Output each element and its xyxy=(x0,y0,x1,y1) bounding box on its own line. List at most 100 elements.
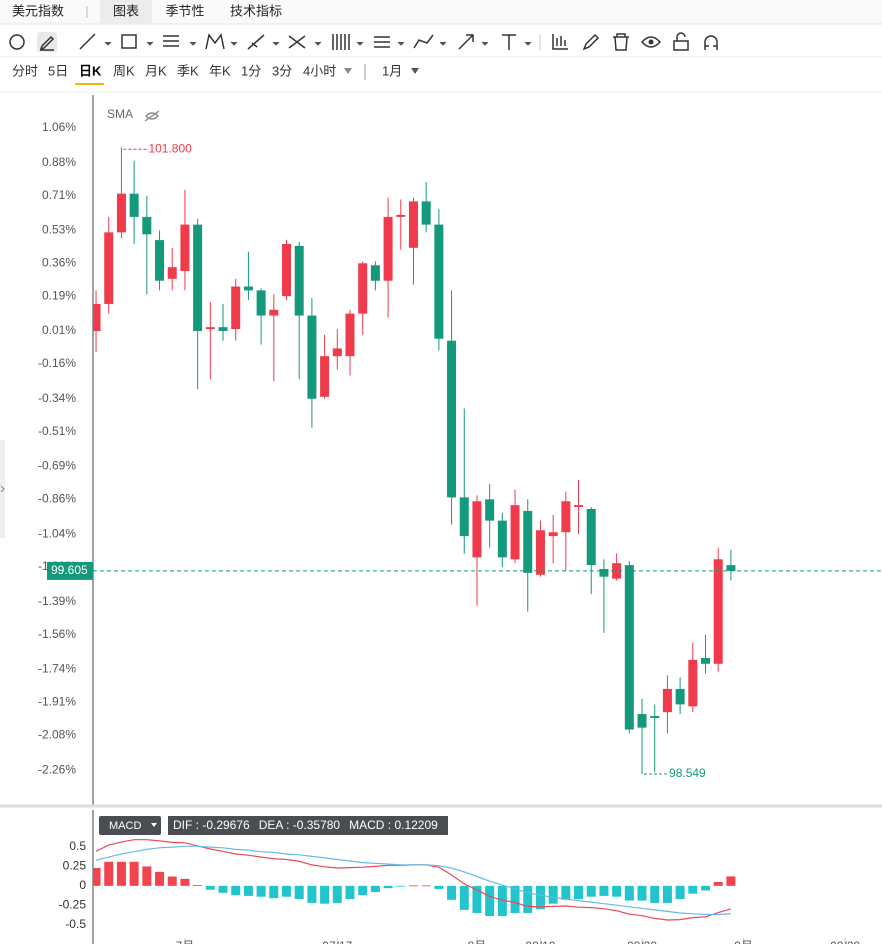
macd-bar xyxy=(688,885,698,894)
tool-icon[interactable] xyxy=(247,34,265,50)
period[interactable]: 3分 xyxy=(272,63,292,78)
candle-body xyxy=(675,688,685,705)
tool-icon[interactable] xyxy=(582,33,600,51)
x-tick-label: 8月 xyxy=(468,939,487,944)
candle-body xyxy=(193,224,203,332)
candle-body xyxy=(485,499,495,521)
period[interactable]: 月K xyxy=(145,63,167,78)
y-tick-label: 0.53% xyxy=(42,223,76,237)
tab[interactable]: 技术指标 xyxy=(230,3,282,18)
candle-body xyxy=(167,267,177,279)
candle-body xyxy=(510,505,520,560)
x-tick-label: 07/17 xyxy=(322,939,352,944)
tool-icon[interactable] xyxy=(39,35,55,51)
macd-bar xyxy=(396,885,406,887)
macd-bar xyxy=(332,885,342,903)
y-tick-label: 1.06% xyxy=(42,120,76,134)
candle-body xyxy=(535,530,545,575)
period[interactable]: 4小时 xyxy=(303,63,336,78)
y-tick-label: -1.91% xyxy=(38,695,76,709)
tool-icon[interactable] xyxy=(163,35,179,47)
tab[interactable]: 图表 xyxy=(113,3,139,18)
candle-body xyxy=(421,201,431,225)
max-label: 101.800 xyxy=(148,141,192,155)
period-underline xyxy=(75,83,104,85)
tool-icon[interactable] xyxy=(613,33,629,51)
macd-bar xyxy=(294,885,304,900)
y-tick-label: -2.26% xyxy=(38,762,76,776)
candle-body xyxy=(142,216,152,235)
tool-icon[interactable] xyxy=(9,34,25,50)
side-handle[interactable] xyxy=(0,440,5,538)
y-tick-label: 0.71% xyxy=(42,188,76,202)
tool-icon[interactable] xyxy=(121,34,137,49)
tool-icon[interactable] xyxy=(205,33,225,50)
candle-body xyxy=(447,340,457,498)
macd-bar xyxy=(345,885,355,900)
candle-body xyxy=(548,532,558,537)
tool-icon[interactable] xyxy=(673,32,689,51)
tool-icon[interactable] xyxy=(374,36,390,48)
macd-bar xyxy=(193,885,203,886)
candle-body xyxy=(294,245,304,316)
candle-body xyxy=(688,659,698,707)
dropdown-caret[interactable] xyxy=(104,41,532,46)
candle-body xyxy=(231,286,241,330)
tool-icon[interactable] xyxy=(79,33,96,50)
period[interactable]: 分时 xyxy=(12,63,38,78)
macd-bar xyxy=(713,881,723,886)
tool-icon[interactable] xyxy=(502,34,516,50)
macd-bar xyxy=(523,885,533,913)
tool-icon[interactable] xyxy=(640,36,662,48)
range-select[interactable]: 1月 xyxy=(382,63,402,78)
macd-bar xyxy=(612,885,622,897)
period[interactable]: 周K xyxy=(113,63,135,78)
macd-bar xyxy=(497,885,507,917)
y-tick-label: 0 xyxy=(79,878,86,892)
period[interactable]: 季K xyxy=(177,63,199,78)
candle-body xyxy=(205,327,215,330)
tool-icon[interactable] xyxy=(552,34,568,50)
indicator-select-label[interactable]: MACD xyxy=(109,820,141,832)
macd-bar xyxy=(231,885,241,896)
visibility-icon[interactable] xyxy=(144,110,160,122)
tool-icon[interactable] xyxy=(413,34,434,49)
candle-body xyxy=(307,315,317,399)
macd-bar xyxy=(282,885,292,897)
dropdown-caret[interactable] xyxy=(344,68,352,74)
candle-body xyxy=(396,214,406,217)
y-tick-label: -0.25 xyxy=(59,897,87,911)
macd-bar xyxy=(510,885,520,913)
period[interactable]: 年K xyxy=(209,63,231,78)
macd-bar xyxy=(574,885,584,900)
indicator-select[interactable] xyxy=(99,816,161,835)
macd-bar xyxy=(129,861,139,886)
period[interactable]: 1分 xyxy=(241,63,261,78)
y-tick-label: 0.36% xyxy=(42,255,76,269)
x-tick-label: 08/20 xyxy=(627,939,657,944)
macd-bar xyxy=(459,885,469,910)
tool-icon[interactable] xyxy=(704,35,718,50)
candle-body xyxy=(218,327,228,332)
tab[interactable]: 季节性 xyxy=(165,3,204,18)
last-price-box xyxy=(47,561,93,580)
tool-icon[interactable] xyxy=(288,35,306,49)
dropdown-caret[interactable] xyxy=(151,823,157,827)
y-tick-label: 0.5 xyxy=(69,839,86,853)
y-tick-label: -1.39% xyxy=(38,594,76,608)
candle-body xyxy=(459,497,469,537)
tool-icon[interactable] xyxy=(332,34,350,50)
y-tick-label: -2.08% xyxy=(38,728,76,742)
macd-bar xyxy=(116,861,126,886)
y-tick-label: -0.34% xyxy=(38,391,76,405)
candle-body xyxy=(497,520,507,558)
tool-icon[interactable] xyxy=(458,34,474,50)
candle-body xyxy=(650,716,660,718)
macd-bar xyxy=(320,885,330,904)
dropdown-caret[interactable] xyxy=(411,68,419,74)
period[interactable]: 5日 xyxy=(48,63,68,78)
candle-body xyxy=(243,286,253,291)
period[interactable]: 日K xyxy=(79,63,102,78)
candle-body xyxy=(599,568,609,577)
